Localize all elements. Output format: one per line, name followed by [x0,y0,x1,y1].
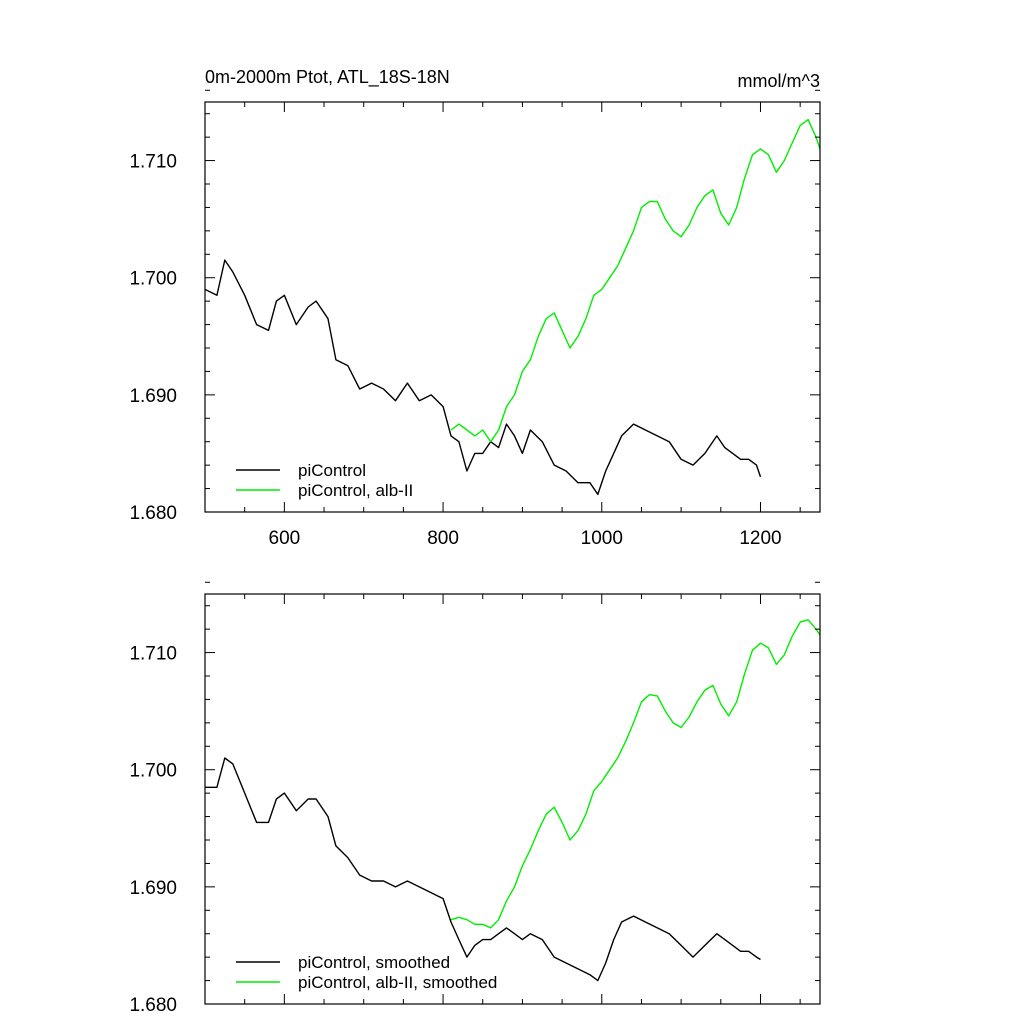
chart-title: 0m-2000m Ptot, ATL_18S-18N [205,67,450,88]
x-tick-label: 1000 [581,528,623,549]
series-group [205,118,820,496]
series-group [205,619,820,982]
y-tick-label: 1.710 [129,152,177,173]
x-tick-label: 600 [269,528,301,549]
legend-label: piControl, alb-II, smoothed [298,973,497,992]
bottom-panel: 1.680 1.690 1.700 1.710 piControl, smoothedp… [129,581,821,1016]
plot-frame [204,593,821,1005]
top-panel: 600 800 1000 1200 1.680 1.690 1.700 1.710 piCont… [129,89,821,549]
series-line-alb-ii [450,619,820,929]
plot-frame [204,101,821,513]
series-line-picontrol [205,757,761,982]
y-tick-label: 1.700 [129,761,177,782]
y-tick-label: 1.680 [129,503,177,524]
x-tick-label: 800 [427,528,459,549]
legend-label: piControl [298,461,366,480]
y-tick-label: 1.710 [129,644,177,665]
y-tick-label: 1.680 [129,995,177,1016]
y-tick-label: 1.690 [129,386,177,407]
legend-label: piControl, smoothed [298,953,450,972]
series-line-picontrol [205,259,762,496]
units-label: mmol/m^3 [738,71,820,91]
y-tick-label: 1.690 [129,878,177,899]
x-tick-label: 1200 [739,528,781,549]
series-line-alb-ii [450,118,820,443]
y-tick-label: 1.700 [129,269,177,290]
legend-label: piControl, alb-II [298,481,413,500]
